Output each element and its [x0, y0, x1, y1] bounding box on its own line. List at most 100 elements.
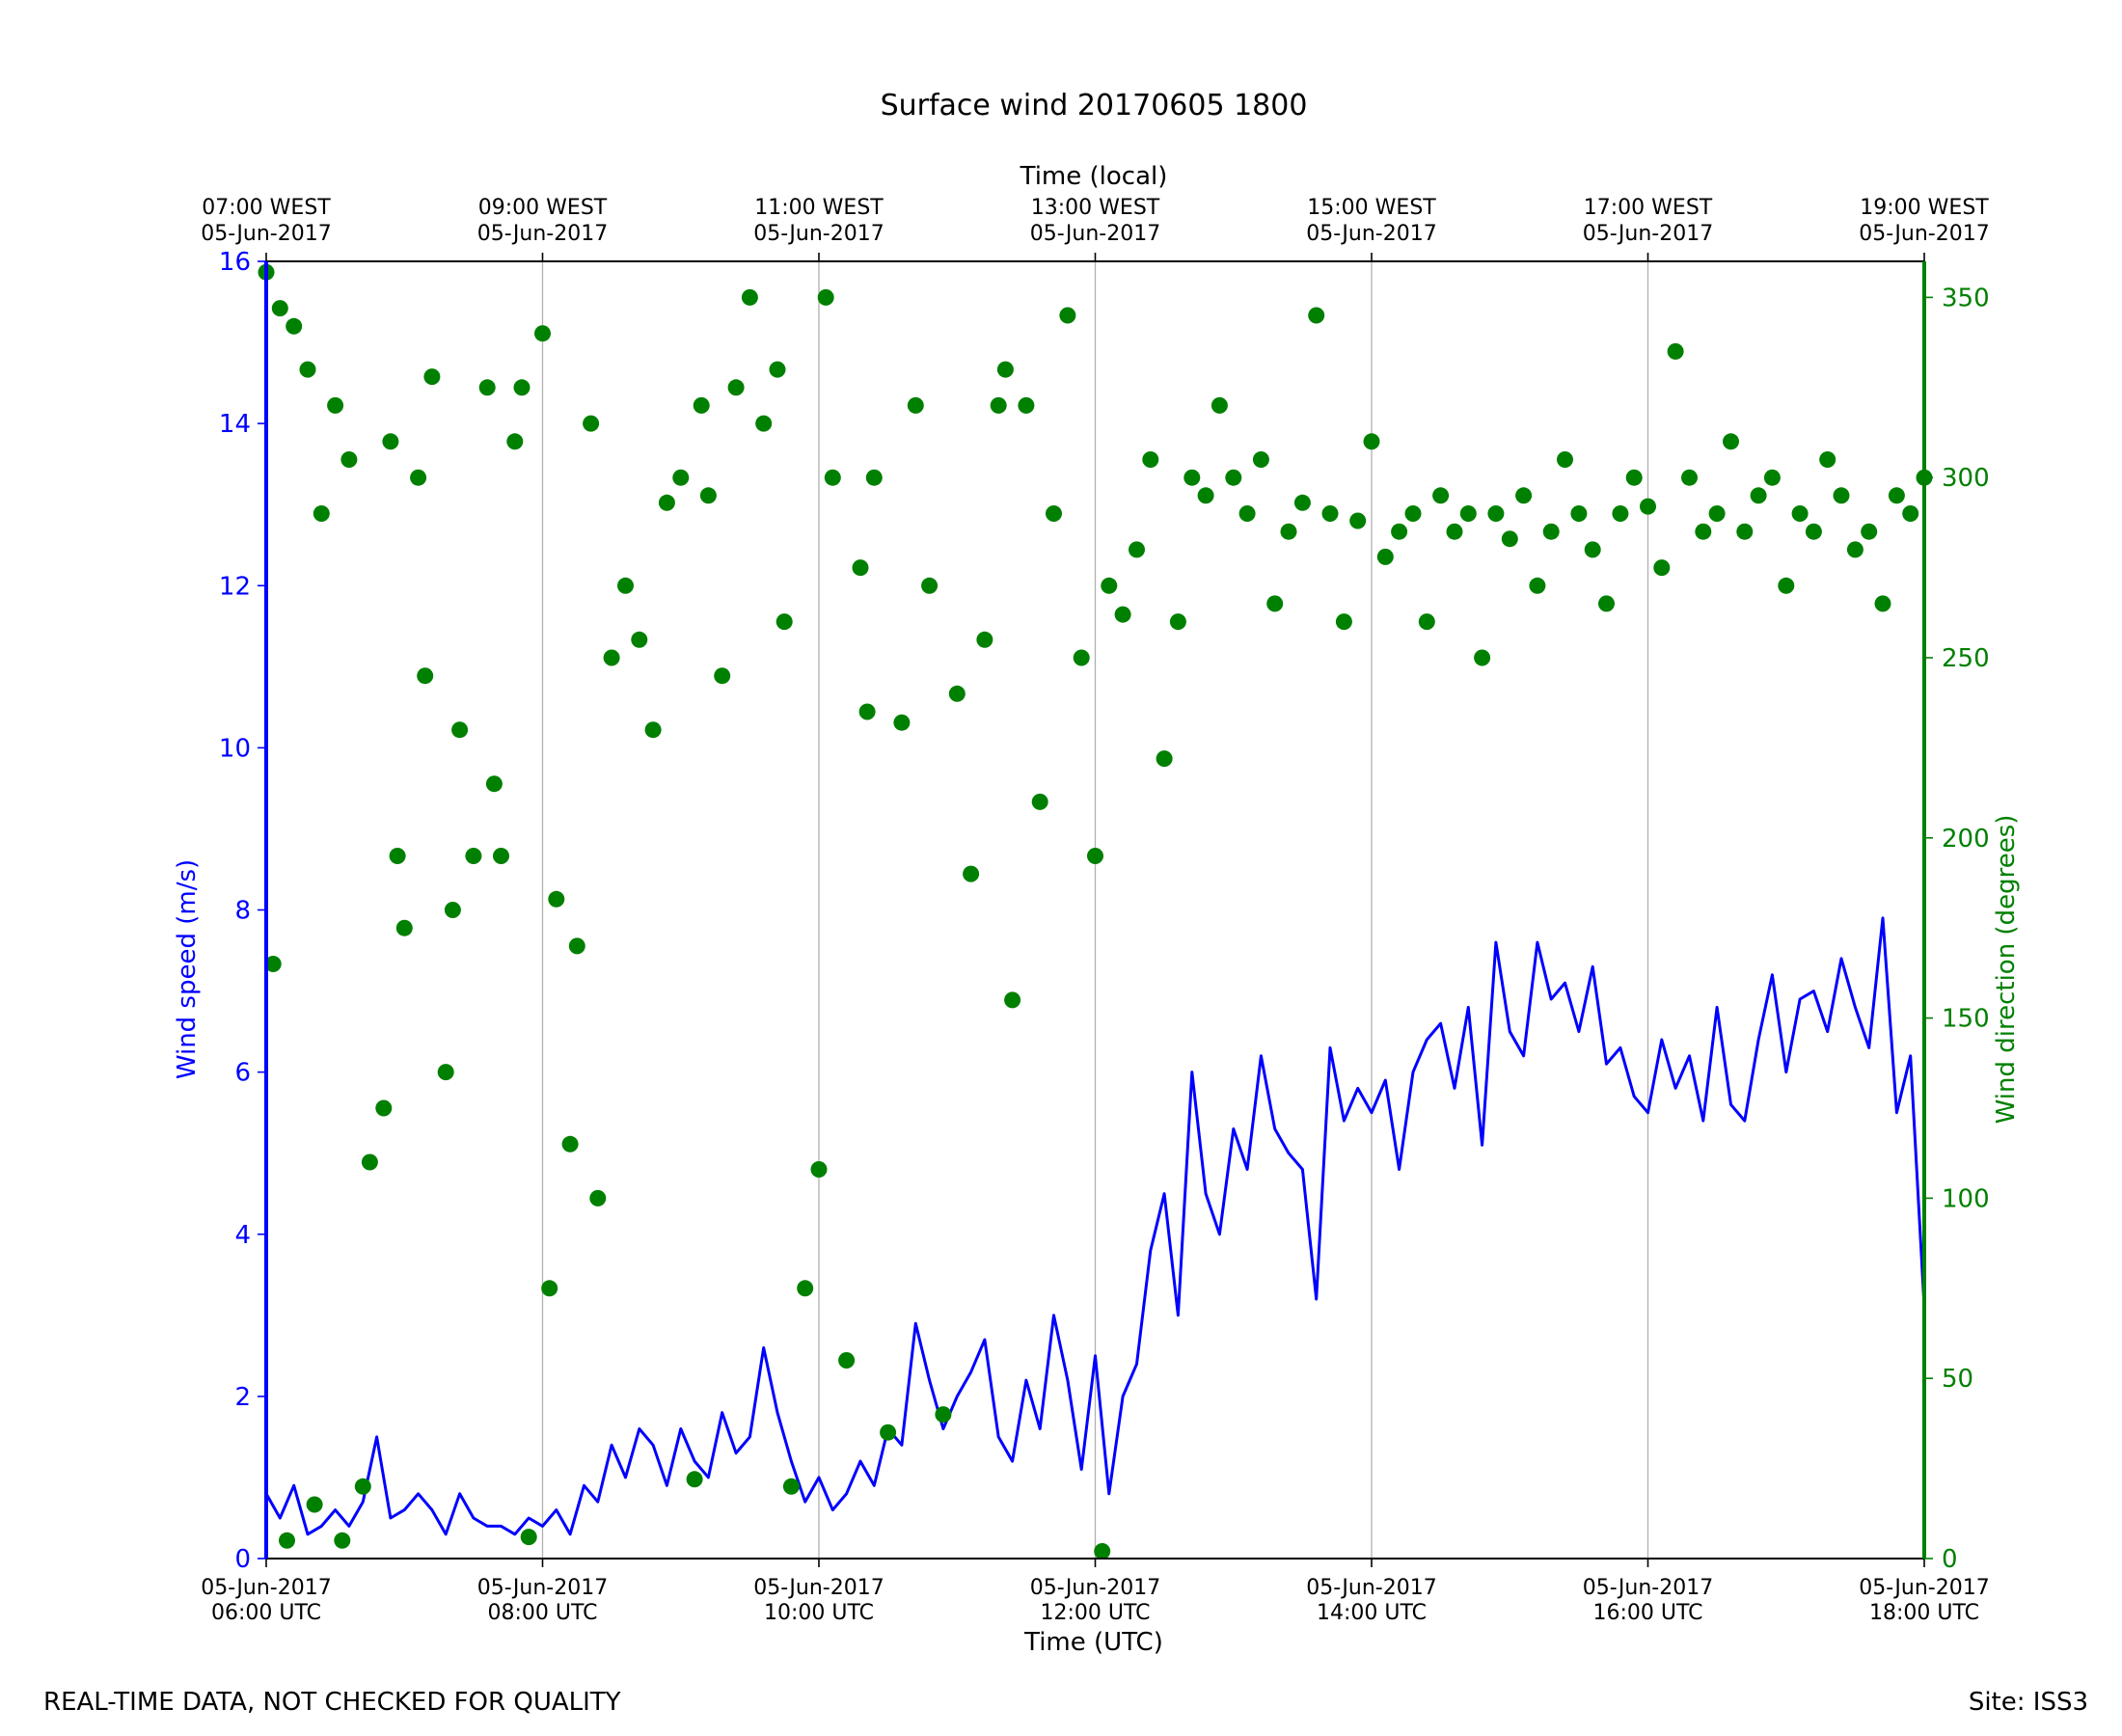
wind-direction-point: [1129, 541, 1145, 558]
wind-direction-point: [1763, 469, 1781, 486]
wind-direction-point: [451, 721, 469, 739]
wind-direction-point: [1225, 469, 1242, 486]
x-tick-label-time: 08:00 UTC: [487, 1601, 597, 1625]
wind-direction-point: [1723, 433, 1739, 450]
right-tick-label: 200: [1942, 825, 1990, 854]
top-tick-label-date: 05-Jun-2017: [477, 222, 608, 246]
wind-direction-point: [1542, 523, 1560, 540]
x-tick-label-date: 05-Jun-2017: [1030, 1576, 1160, 1600]
wind-direction-point: [1031, 793, 1048, 810]
wind-direction-point: [838, 1352, 856, 1369]
wind-direction-point: [1640, 498, 1656, 515]
right-axis-label: Wind direction (degrees): [1992, 815, 2021, 1125]
wind-direction-point: [1529, 577, 1546, 594]
wind-direction-point: [1846, 541, 1864, 558]
wind-direction-point: [1874, 595, 1891, 612]
wind-direction-point: [1238, 505, 1256, 522]
x-tick-label-time: 14:00 UTC: [1317, 1601, 1427, 1625]
top-tick-label-date: 05-Jun-2017: [1583, 222, 1713, 246]
wind-direction-point: [1266, 595, 1284, 612]
series-layer: [258, 263, 1933, 1560]
wind-direction-point: [444, 902, 461, 918]
top-tick-label-time: 13:00 WEST: [1031, 196, 1160, 220]
wind-direction-point: [1584, 541, 1601, 558]
top-tick-label-date: 05-Jun-2017: [1306, 222, 1436, 246]
wind-direction-point: [1501, 530, 1518, 548]
wind-direction-point: [1142, 451, 1159, 468]
wind-direction-point: [1321, 505, 1339, 522]
wind-direction-point: [824, 469, 841, 486]
wind-direction-point: [948, 685, 966, 702]
wind-direction-point: [644, 721, 662, 739]
wind-direction-point: [1101, 577, 1118, 594]
wind-direction-point: [893, 714, 911, 731]
wind-direction-point: [1404, 505, 1422, 522]
wind-direction-point: [520, 1529, 537, 1546]
left-tick-label: 6: [234, 1059, 251, 1088]
wind-direction-point: [1861, 523, 1878, 540]
wind-direction-point: [1708, 505, 1726, 522]
left-tick-label: 0: [234, 1545, 251, 1574]
wind-direction-point: [658, 494, 675, 511]
x-tick-label-date: 05-Jun-2017: [201, 1576, 331, 1600]
wind-direction-point: [561, 1135, 579, 1153]
wind-direction-point: [271, 300, 288, 317]
wind-direction-point: [465, 848, 482, 864]
wind-direction-point: [797, 1280, 814, 1297]
wind-direction-point: [334, 1532, 351, 1549]
wind-direction-point: [810, 1161, 828, 1178]
wind-direction-point: [1094, 1543, 1111, 1560]
x-tick-label-time: 16:00 UTC: [1592, 1601, 1702, 1625]
wind-direction-point: [1653, 559, 1671, 577]
wind-direction-point: [354, 1478, 371, 1495]
wind-direction-point: [686, 1471, 703, 1488]
x-tick-label-date: 05-Jun-2017: [1859, 1576, 1989, 1600]
wind-direction-point: [603, 649, 620, 666]
wind-direction-point: [306, 1496, 323, 1513]
wind-direction-point: [541, 1280, 558, 1297]
wind-direction-point: [1391, 523, 1408, 540]
wind-direction-point: [1114, 606, 1131, 623]
wind-direction-point: [1459, 505, 1477, 522]
right-tick-label: 300: [1942, 464, 1990, 493]
wind-direction-point: [417, 667, 434, 685]
wind-direction-point: [506, 433, 524, 450]
wind-direction-point: [817, 288, 834, 306]
wind-direction-point: [478, 379, 496, 396]
top-tick-label-time: 19:00 WEST: [1860, 196, 1989, 220]
top-tick-label-date: 05-Jun-2017: [753, 222, 884, 246]
wind-direction-point: [264, 956, 282, 972]
x-tick-label-date: 05-Jun-2017: [477, 1576, 608, 1600]
right-tick-label: 100: [1942, 1184, 1990, 1213]
wind-direction-point: [963, 865, 980, 882]
right-tick-label: 50: [1942, 1365, 1973, 1394]
left-tick-label: 14: [219, 410, 251, 439]
wind-direction-point: [1474, 649, 1491, 666]
wind-direction-point: [589, 1189, 607, 1207]
wind-direction-point: [389, 848, 406, 864]
wind-direction-point: [340, 451, 358, 468]
wind-direction-point: [313, 505, 330, 522]
wind-direction-point: [631, 631, 648, 648]
wind-direction-point: [1750, 487, 1767, 504]
wind-direction-point: [1791, 505, 1809, 522]
x-tick-label-time: 12:00 UTC: [1040, 1601, 1150, 1625]
wind-direction-point: [769, 361, 786, 378]
wind-direction-point: [279, 1532, 295, 1549]
wind-direction-point: [286, 317, 303, 335]
top-tick-label-time: 11:00 WEST: [754, 196, 884, 220]
wind-direction-point: [361, 1153, 378, 1171]
wind-direction-point: [493, 848, 509, 864]
wind-speed-line: [264, 916, 1926, 1536]
wind-direction-point: [617, 577, 634, 594]
top-tick-label-time: 17:00 WEST: [1584, 196, 1713, 220]
wind-direction-point: [1349, 512, 1367, 529]
wind-direction-point: [1293, 494, 1311, 511]
wind-direction-point: [513, 379, 530, 396]
wind-direction-point: [1570, 505, 1588, 522]
wind-direction-point: [548, 890, 565, 908]
left-tick-label: 4: [234, 1221, 251, 1250]
top-tick-label-date: 05-Jun-2017: [1859, 222, 1989, 246]
wind-direction-point: [782, 1478, 800, 1495]
